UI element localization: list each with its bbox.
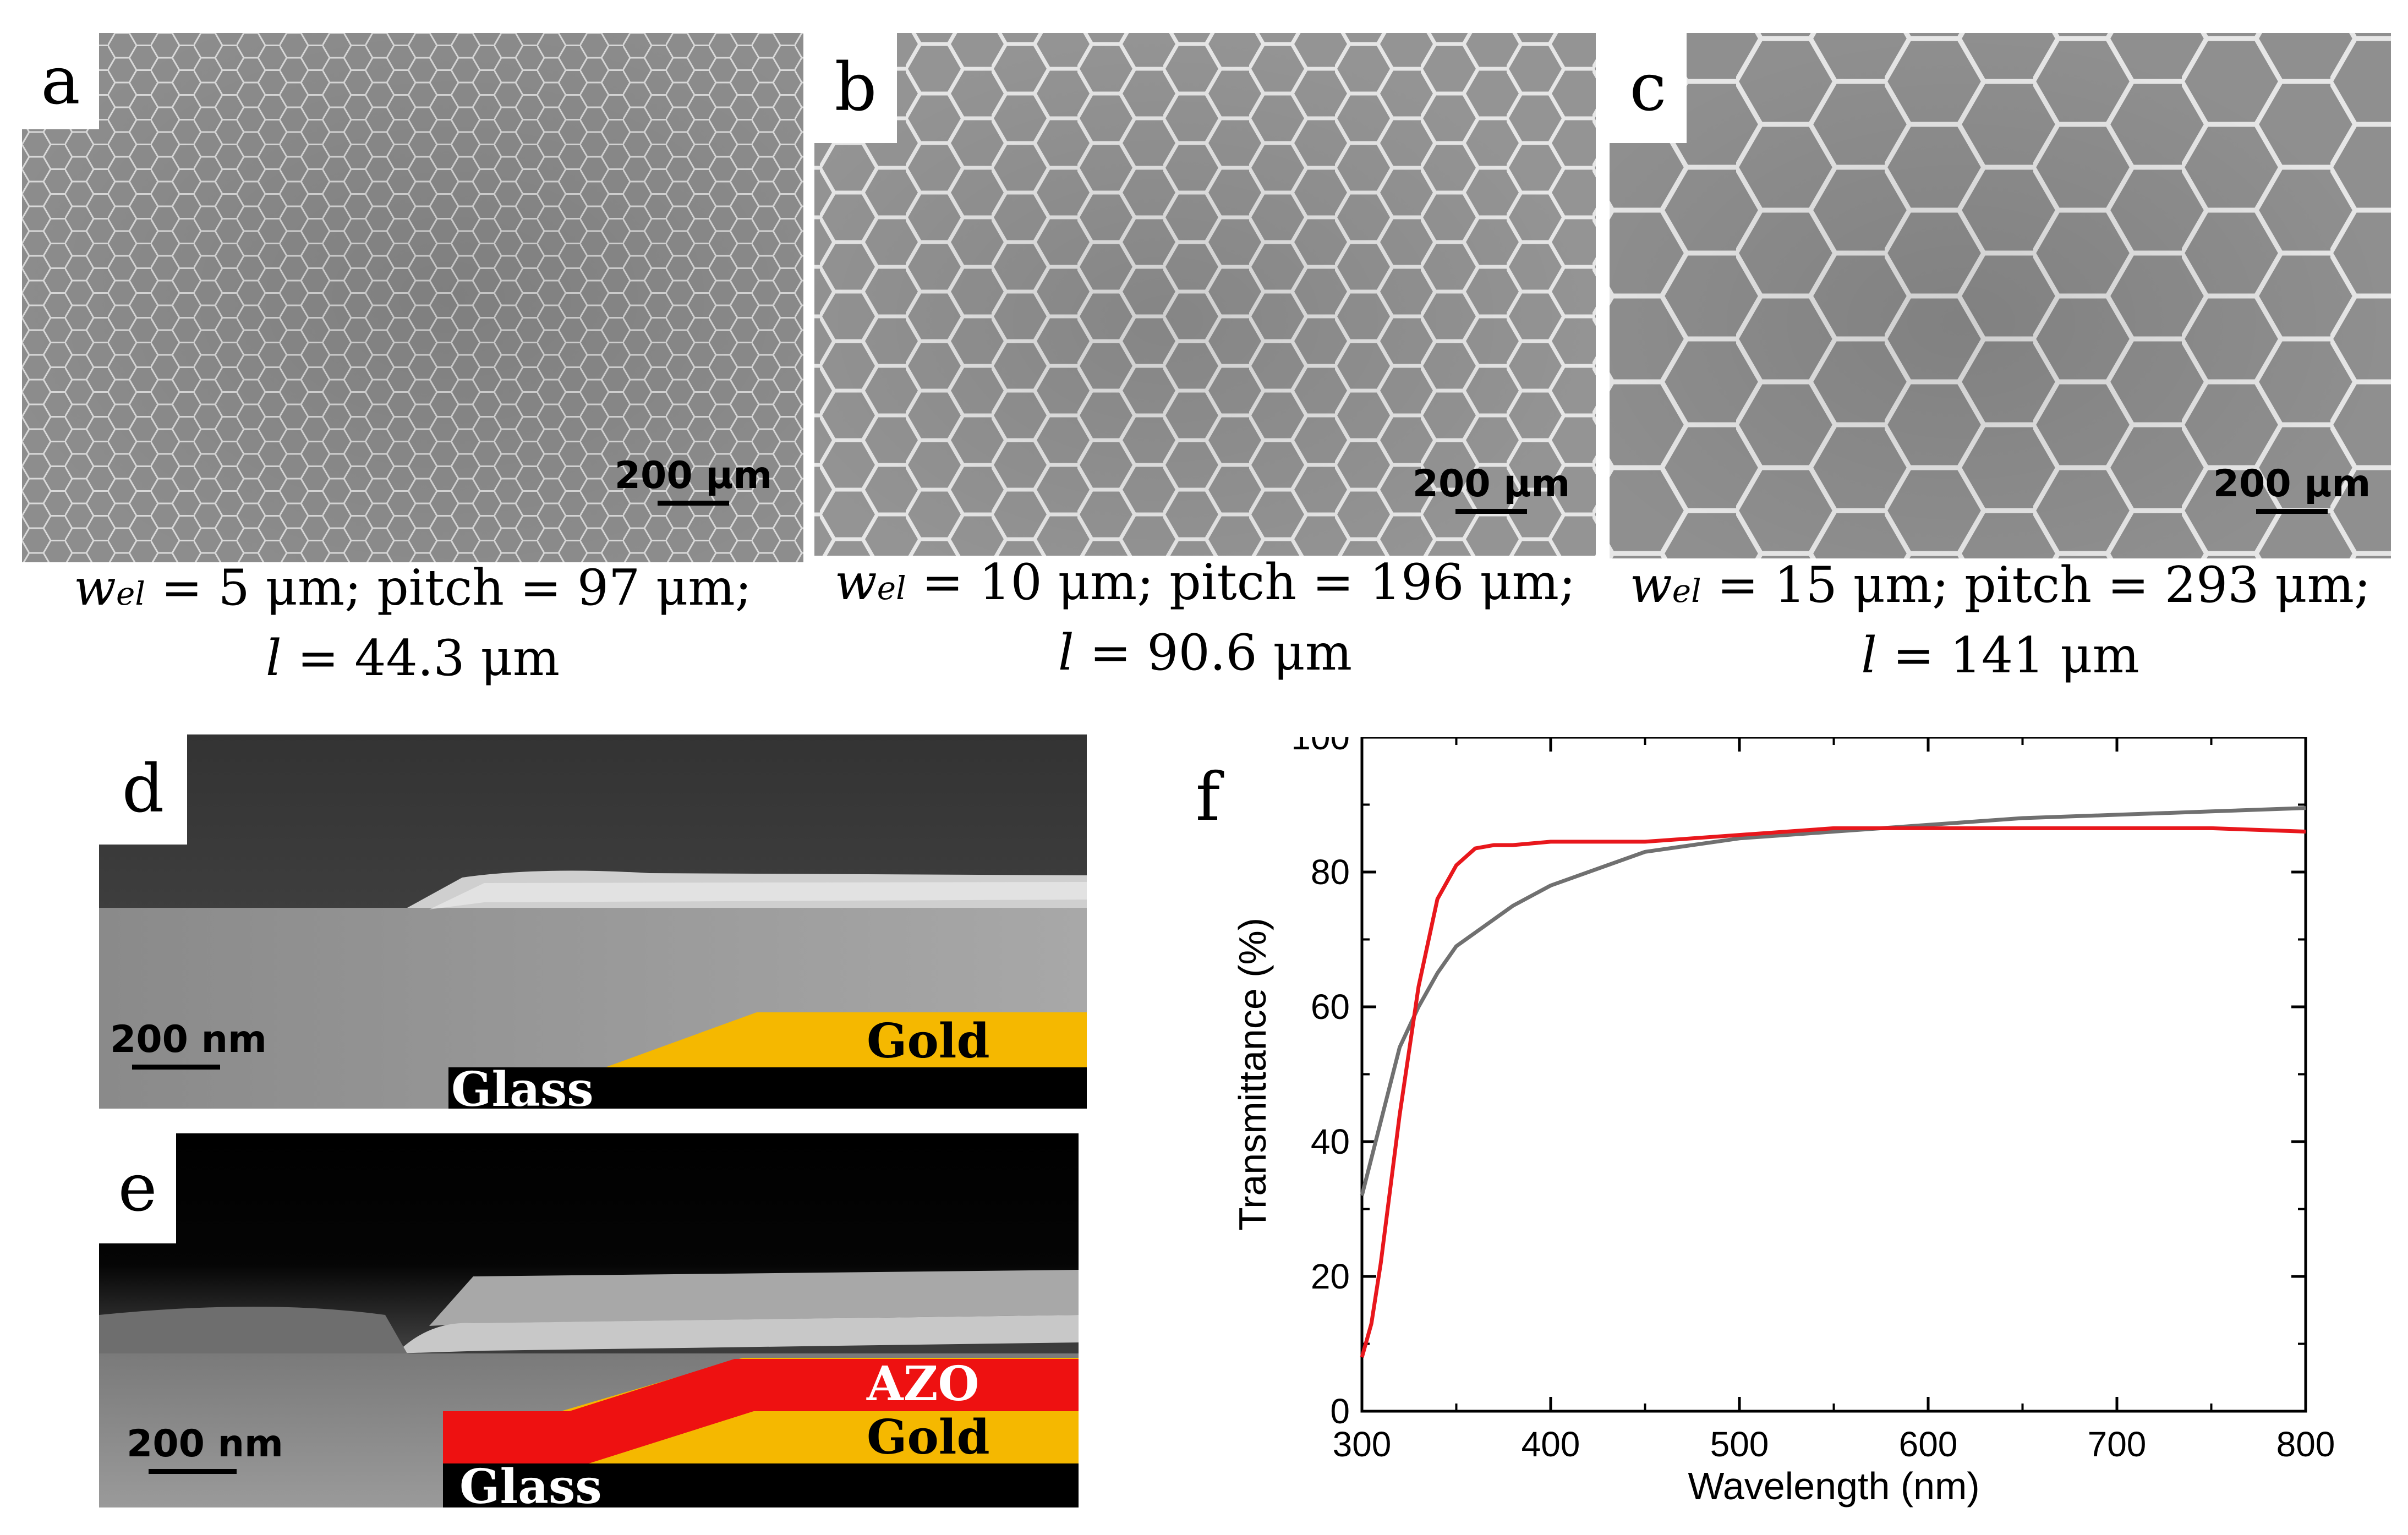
y-tick-label: 100 (1291, 737, 1350, 757)
glass-label: Glass (451, 1062, 594, 1109)
y-tick-label: 0 (1330, 1391, 1350, 1431)
scale-bar-a: 200 μm (611, 454, 776, 506)
panel-letter-b: b (814, 33, 897, 143)
caption-b-line1: wel = 10 μm; pitch = 196 μm; (834, 553, 1576, 611)
panel-b-micrograph: b 200 μm (814, 33, 1596, 556)
panel-letter-a: a (22, 33, 99, 129)
scale-bar-e: 200 nm (127, 1422, 292, 1474)
layer-schematic-d (448, 1012, 1087, 1109)
series-line-gray (1360, 806, 2306, 1196)
series-line-red (1360, 826, 2306, 1358)
scale-bar-c: 200 μm (2209, 462, 2374, 514)
x-tick-label: 600 (1899, 1424, 1958, 1464)
azo-label: AZO (867, 1356, 979, 1412)
panel-letter-f: f (1195, 759, 1221, 836)
glass-layer (448, 1067, 1087, 1109)
caption-a: wel = 5 μm; pitch = 97 μm; l = 44.3 μm (22, 556, 803, 691)
scale-bar-d: 200 nm (110, 1018, 275, 1070)
x-tick-label: 800 (2276, 1424, 2335, 1464)
x-tick-label: 500 (1710, 1424, 1769, 1464)
gold-label: Gold (867, 1013, 990, 1069)
caption-a-line2: l = 44.3 μm (265, 629, 560, 687)
y-tick-label: 20 (1311, 1257, 1350, 1296)
scale-bar-label: 200 nm (110, 1018, 267, 1061)
caption-c-line2: l = 141 μm (1861, 627, 2139, 684)
scale-bar-label: 200 nm (127, 1422, 283, 1466)
y-tick-label: 40 (1311, 1122, 1350, 1161)
glass-label: Glass (459, 1459, 602, 1508)
y-tick-label: 80 (1311, 852, 1350, 892)
panel-c-micrograph: c 200 μm (1610, 33, 2391, 558)
scale-bar-label: 200 μm (2213, 462, 2371, 506)
panel-d-cross-section: d 200 nm Gold Glass (99, 734, 1087, 1109)
caption-c-line1: wel = 15 μm; pitch = 293 μm; (1629, 556, 2371, 614)
x-tick-label: 700 (2088, 1424, 2147, 1464)
transmittance-chart: 300 400 500 600 700 800 0 20 40 60 80 100 Wavelength… (1233, 737, 2335, 1507)
x-axis-label: Wavelength (nm) (1688, 1465, 1979, 1507)
scale-bar-label: 200 μm (614, 454, 773, 497)
caption-b: wel = 10 μm; pitch = 196 μm; l = 90.6 μm (814, 550, 1596, 686)
hex-grid-c (1610, 33, 2391, 558)
panel-letter-d: d (99, 734, 187, 845)
hex-grid-a (22, 33, 803, 562)
glass-layer (443, 1463, 1079, 1507)
x-tick-label: 400 (1522, 1424, 1580, 1464)
caption-c: wel = 15 μm; pitch = 293 μm; l = 141 μm (1610, 553, 2391, 688)
panel-a-micrograph: a 200 μm (22, 33, 803, 562)
plot-frame (1360, 737, 2307, 1413)
panel-letter-c: c (1610, 33, 1687, 143)
layer-schematic-e (443, 1358, 1079, 1507)
gold-label: Gold (867, 1410, 990, 1465)
gold-layer (605, 1012, 1087, 1067)
panel-letter-e: e (99, 1133, 176, 1243)
scale-bar-b: 200 μm (1409, 462, 1574, 514)
hex-grid-b (814, 33, 1596, 556)
panel-e-cross-section: e 200 nm AZO Gold Glass (99, 1133, 1079, 1507)
caption-a-line1: wel = 5 μm; pitch = 97 μm; (73, 559, 752, 617)
y-axis-label: Transmittance (%) (1233, 918, 1274, 1231)
scale-bar-label: 200 μm (1412, 462, 1570, 506)
y-tick-label: 60 (1311, 987, 1350, 1027)
x-tick-label: 300 (1333, 1424, 1392, 1464)
caption-b-line2: l = 90.6 μm (1058, 624, 1353, 682)
